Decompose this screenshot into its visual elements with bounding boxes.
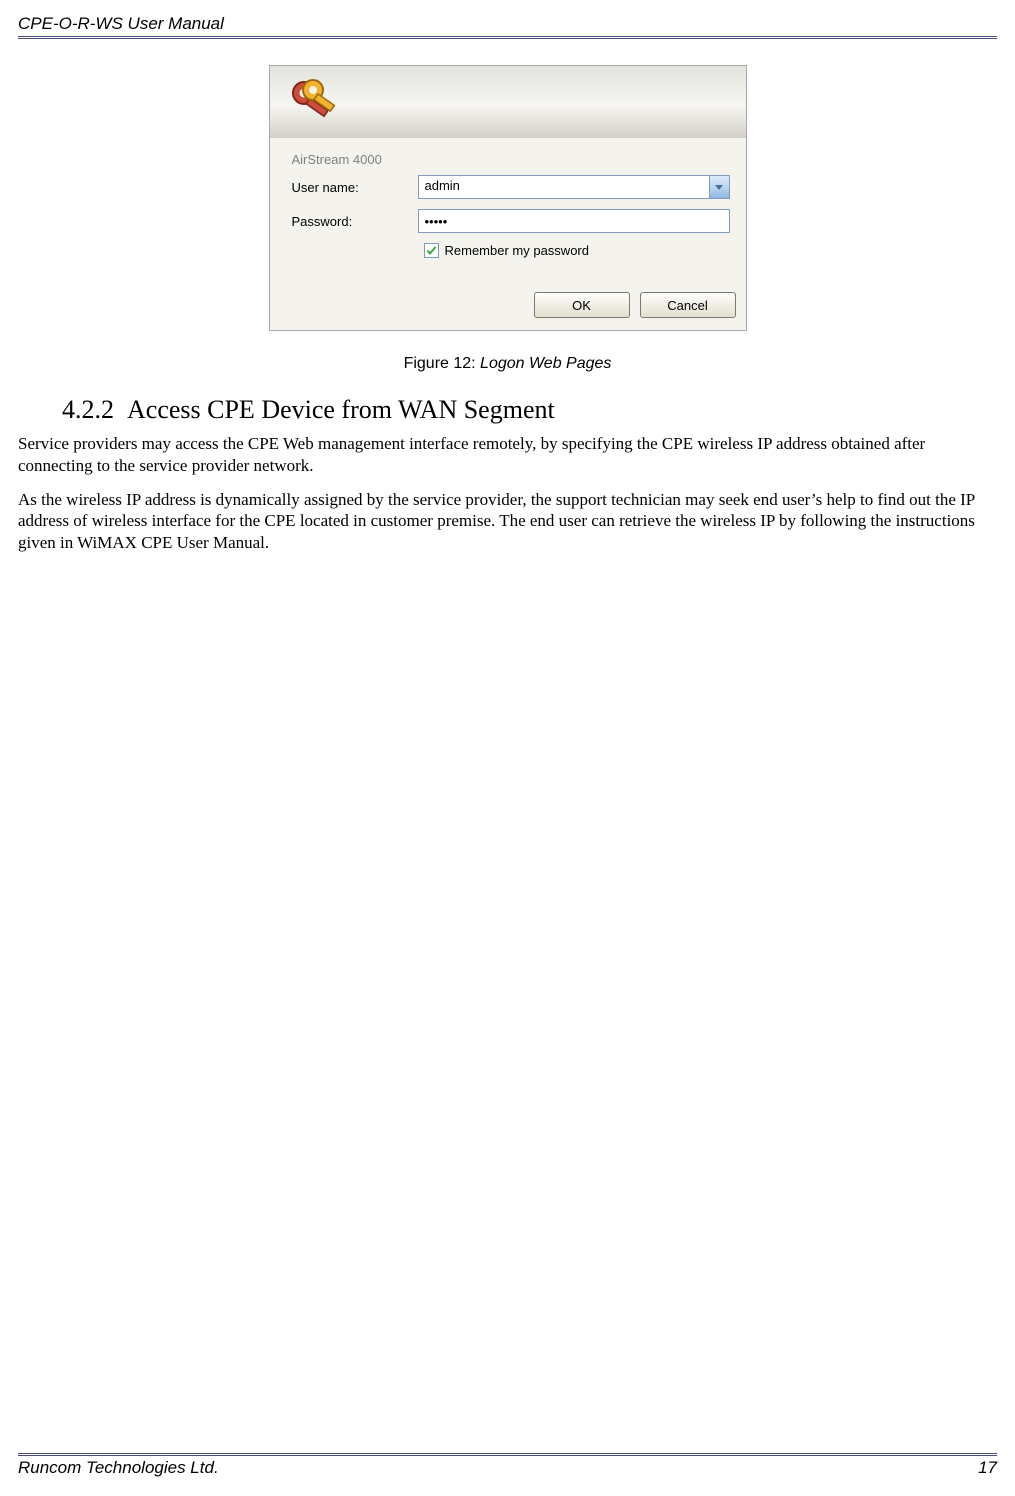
username-row: User name: admin [286, 175, 730, 199]
section-title: Access CPE Device from WAN Segment [127, 395, 555, 424]
ok-button[interactable]: OK [534, 292, 630, 318]
username-combo[interactable]: admin [418, 175, 730, 199]
login-dialog: AirStream 4000 User name: admin Password… [269, 65, 747, 331]
username-dropdown-button[interactable] [709, 176, 729, 198]
username-label: User name: [286, 180, 418, 195]
section-number: 4.2.2 [62, 395, 114, 424]
dialog-realm: AirStream 4000 [286, 152, 730, 167]
username-value: admin [419, 176, 709, 198]
footer-page-number: 17 [978, 1458, 997, 1478]
dialog-banner [270, 66, 746, 138]
figure-title: Logon Web Pages [476, 355, 612, 372]
footer-company: Runcom Technologies Ltd. [18, 1458, 219, 1478]
page-header-title: CPE-O-R-WS User Manual [18, 14, 997, 39]
password-row: Password: [286, 209, 730, 233]
dialog-body: AirStream 4000 User name: admin Password… [270, 138, 746, 288]
remember-label: Remember my password [445, 243, 590, 258]
paragraph-2: As the wireless IP address is dynamicall… [18, 489, 997, 554]
figure-number: Figure 12: [404, 355, 476, 372]
dialog-screenshot: AirStream 4000 User name: admin Password… [18, 65, 997, 331]
password-label: Password: [286, 214, 418, 229]
cancel-button[interactable]: Cancel [640, 292, 736, 318]
remember-checkbox[interactable] [424, 243, 439, 258]
password-input[interactable] [418, 209, 730, 233]
remember-row: Remember my password [286, 243, 730, 258]
section-heading: 4.2.2 Access CPE Device from WAN Segment [62, 395, 997, 425]
chevron-down-icon [715, 185, 723, 190]
paragraph-1: Service providers may access the CPE Web… [18, 433, 997, 477]
figure-caption: Figure 12: Logon Web Pages [18, 355, 997, 373]
page-footer: Runcom Technologies Ltd. 17 [18, 1453, 997, 1478]
dialog-button-row: OK Cancel [270, 288, 746, 330]
keys-icon [284, 74, 340, 130]
